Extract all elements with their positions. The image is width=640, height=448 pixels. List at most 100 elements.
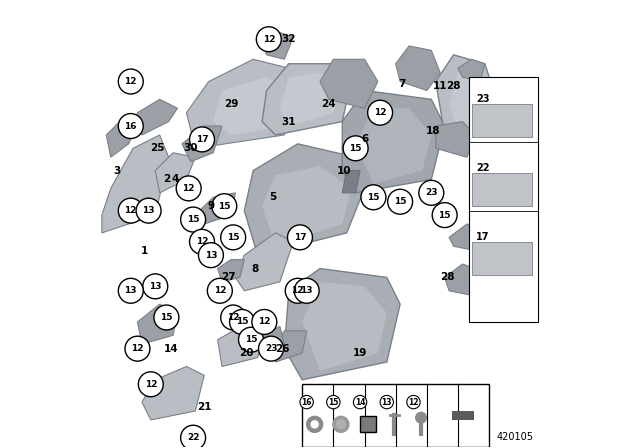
Text: 13: 13 (142, 206, 155, 215)
Text: 19: 19 (353, 348, 367, 358)
Circle shape (252, 310, 277, 334)
Circle shape (337, 420, 346, 429)
Text: 12: 12 (258, 318, 271, 327)
Polygon shape (271, 331, 307, 362)
Polygon shape (284, 268, 400, 380)
Text: 18: 18 (426, 125, 441, 135)
Text: 14: 14 (164, 344, 178, 353)
Polygon shape (396, 46, 440, 90)
Text: 17: 17 (294, 233, 307, 242)
Polygon shape (182, 126, 222, 162)
Circle shape (294, 278, 319, 303)
Polygon shape (449, 73, 489, 135)
Polygon shape (262, 33, 293, 59)
Circle shape (212, 194, 237, 219)
Text: 12: 12 (196, 237, 208, 246)
Text: 23: 23 (476, 95, 490, 104)
Circle shape (343, 136, 368, 161)
Circle shape (189, 229, 214, 254)
Circle shape (407, 396, 420, 409)
Text: 15: 15 (438, 211, 451, 220)
Text: 26: 26 (275, 344, 289, 353)
Text: 24: 24 (321, 99, 336, 109)
Polygon shape (106, 117, 138, 157)
Circle shape (307, 416, 323, 432)
FancyBboxPatch shape (360, 416, 376, 432)
Circle shape (180, 425, 205, 448)
Polygon shape (356, 108, 431, 184)
Polygon shape (280, 73, 342, 126)
Text: 31: 31 (282, 116, 296, 127)
Circle shape (432, 202, 457, 228)
FancyBboxPatch shape (469, 77, 538, 322)
Text: 13: 13 (125, 286, 137, 295)
Text: 28: 28 (446, 81, 461, 91)
Text: 2: 2 (163, 174, 170, 185)
Text: 12: 12 (145, 380, 157, 389)
Text: 16: 16 (301, 397, 312, 407)
Circle shape (189, 127, 214, 152)
Text: 17: 17 (196, 135, 209, 144)
Polygon shape (262, 327, 284, 353)
Text: 29: 29 (224, 99, 238, 109)
Polygon shape (156, 153, 195, 193)
Polygon shape (320, 59, 378, 108)
Text: 10: 10 (337, 166, 352, 176)
Circle shape (257, 27, 281, 52)
Text: 3: 3 (114, 166, 121, 176)
Text: 13: 13 (205, 251, 217, 260)
Text: 15: 15 (160, 313, 173, 322)
Circle shape (198, 243, 223, 267)
Text: 420105: 420105 (497, 432, 534, 442)
Circle shape (207, 278, 232, 303)
Circle shape (285, 278, 310, 303)
Text: 17: 17 (476, 233, 490, 242)
Circle shape (118, 198, 143, 223)
Text: 20: 20 (239, 348, 254, 358)
Polygon shape (262, 166, 351, 246)
Circle shape (125, 336, 150, 361)
Text: 13: 13 (300, 286, 313, 295)
Text: 12: 12 (262, 35, 275, 44)
Text: 8: 8 (252, 263, 259, 274)
Polygon shape (342, 90, 445, 193)
Circle shape (311, 421, 318, 428)
Polygon shape (186, 59, 298, 148)
FancyBboxPatch shape (302, 384, 489, 447)
Text: 15: 15 (244, 335, 257, 344)
Text: 32: 32 (282, 34, 296, 44)
FancyBboxPatch shape (472, 173, 532, 206)
Polygon shape (302, 282, 387, 371)
Circle shape (118, 69, 143, 94)
Circle shape (419, 181, 444, 205)
Text: 12: 12 (125, 206, 137, 215)
Polygon shape (436, 55, 498, 144)
Text: 15: 15 (218, 202, 230, 211)
Polygon shape (449, 224, 480, 251)
Circle shape (259, 336, 284, 361)
Text: 15: 15 (187, 215, 200, 224)
Polygon shape (342, 171, 360, 193)
Polygon shape (133, 99, 177, 135)
Text: 15: 15 (236, 318, 248, 327)
Polygon shape (436, 121, 476, 157)
Circle shape (300, 396, 314, 409)
Polygon shape (138, 304, 177, 344)
Circle shape (326, 396, 340, 409)
Text: 12: 12 (182, 184, 195, 193)
Polygon shape (218, 260, 244, 282)
Text: 13: 13 (381, 397, 392, 407)
Text: 12: 12 (291, 286, 304, 295)
Circle shape (230, 310, 255, 334)
Polygon shape (458, 59, 484, 82)
Text: 30: 30 (184, 143, 198, 153)
Text: 12: 12 (214, 286, 226, 295)
Text: 15: 15 (394, 197, 406, 206)
Circle shape (221, 305, 246, 330)
Text: 12: 12 (374, 108, 387, 117)
Text: 7: 7 (399, 79, 406, 89)
Text: 21: 21 (197, 401, 211, 412)
Circle shape (118, 114, 143, 138)
Text: 13: 13 (149, 282, 161, 291)
Circle shape (361, 185, 386, 210)
